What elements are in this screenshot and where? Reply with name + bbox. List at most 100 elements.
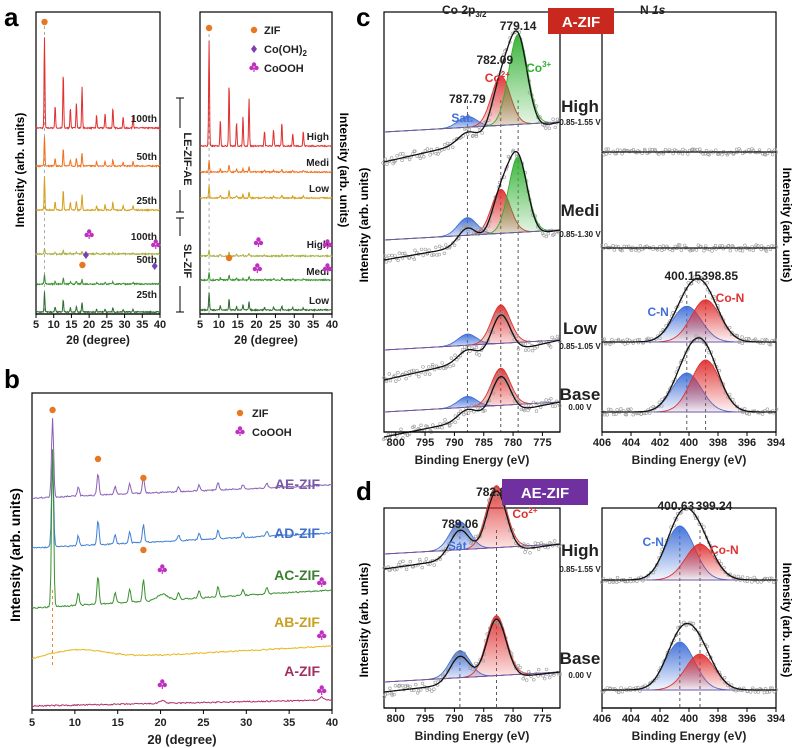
xps-data-point [443, 418, 447, 422]
bracket-label-le: LE-ZIF-AE [181, 132, 193, 185]
xps-data-point [394, 379, 398, 383]
legend-zif: ZIF [252, 408, 269, 420]
xps-data-point [604, 341, 608, 345]
xps-data-point [745, 576, 750, 580]
xps-xlabel: Binding Energy (eV) [415, 453, 530, 467]
cooh-marker [325, 239, 330, 244]
xps-data-point [603, 578, 608, 583]
xps-data-point [522, 542, 526, 546]
separator [562, 36, 600, 432]
xps-data-point [419, 247, 424, 252]
xps-data-point [466, 229, 470, 234]
xps-x-tick-label: 400 [680, 437, 698, 449]
cooh-marker [322, 242, 328, 248]
xps-data-point [736, 574, 740, 579]
xps-data-point [469, 403, 474, 407]
xps-envelope [383, 618, 561, 693]
cooh-marker [157, 567, 162, 573]
b-x-tick-label: 20 [154, 717, 166, 729]
xps-data-point [387, 253, 391, 258]
xps-x-tick-label: 400 [680, 713, 698, 725]
xps-data-point [451, 145, 455, 150]
xps-background [383, 121, 561, 133]
xps-data-point [499, 59, 503, 63]
xps-data-point [498, 370, 502, 374]
a-right-ylabel: Intensity (arb. units) [337, 113, 351, 228]
xps-data-point [474, 345, 479, 350]
xps-data-point [660, 404, 664, 408]
xps-data-point [467, 343, 472, 348]
xps-data-point [440, 361, 444, 365]
xps-data-point [646, 336, 650, 340]
state-label: Low [563, 319, 598, 338]
xps-c-n-plot: 406 404 402 400 398 396 394 Binding Energy (eV)… [593, 11, 786, 467]
xps-data-point [466, 411, 471, 415]
xrd-series-line [31, 459, 332, 549]
xps-data-point [638, 244, 642, 248]
xps-data-point [751, 248, 755, 253]
peak-value: 789.06 [442, 517, 479, 531]
xps-x-tick-label: 800 [387, 713, 405, 725]
xps-background [383, 543, 561, 555]
xps-data-point [611, 149, 615, 154]
xps-background [383, 671, 561, 683]
xps-data-point [726, 244, 731, 248]
xps-data-point [694, 248, 699, 252]
xps-data-point [657, 152, 661, 156]
xps-data-point [419, 688, 423, 692]
xps-data-point [734, 689, 738, 693]
xps-data-point [432, 687, 436, 691]
xps-data-point [553, 125, 557, 130]
xps-data-point [624, 413, 629, 417]
xps-data-point [532, 677, 536, 682]
xps-data-point [514, 666, 518, 670]
xps-data-point [644, 577, 648, 581]
xps-data-point [629, 248, 634, 253]
a-left-xlabel: 2θ (degree) [66, 333, 130, 347]
xps-data-point [396, 258, 400, 263]
xps-data-point [552, 539, 557, 543]
xps-data-point [544, 234, 548, 239]
xps-data-point [631, 413, 635, 417]
xps-data-point [441, 548, 445, 552]
cooh-marker [160, 564, 165, 569]
xps-data-point [642, 147, 647, 152]
series-label: High [307, 240, 329, 251]
xps-data-point [542, 401, 546, 405]
peak-value: 787.79 [449, 92, 486, 106]
legend-cooh2: Co(OH)2 [264, 44, 308, 58]
xps-data-point [764, 249, 769, 253]
xps-data-point [442, 366, 446, 370]
series-label: High [307, 132, 329, 143]
panel-label-c: c [356, 2, 370, 32]
xps-data-point [547, 675, 552, 680]
xps-data-point [728, 248, 732, 253]
xps-data-point [541, 673, 545, 678]
xps-data-point [431, 423, 435, 427]
xps-data-point [676, 243, 681, 247]
a-right-xlabel: 2θ (degree) [234, 333, 298, 347]
xps-data-point [737, 340, 741, 344]
xps-data-point [390, 156, 394, 160]
a-right-x-tick-label: 25 [269, 319, 281, 331]
xps-data-point [392, 692, 396, 697]
cooh-marker [254, 65, 259, 71]
xps-data-point [465, 529, 469, 534]
xps-data-point [700, 276, 704, 280]
xps-data-point [521, 676, 525, 681]
xps-data-point [441, 674, 445, 678]
xps-data-point [400, 251, 405, 256]
xps-data-point [523, 550, 527, 554]
xps-data-point [690, 147, 695, 151]
peak-value: 399.24 [696, 499, 733, 513]
bracket-label-sl: SL-ZIF [181, 244, 193, 278]
xps-data-point [427, 248, 431, 252]
xps-data-point [412, 424, 416, 428]
cooh-marker [251, 62, 257, 67]
xps-data-point [615, 408, 619, 412]
xps-data-point [477, 125, 481, 129]
xps-data-point [536, 547, 541, 551]
xps-x-tick-label: 404 [622, 713, 641, 725]
xps-data-point [771, 411, 775, 415]
